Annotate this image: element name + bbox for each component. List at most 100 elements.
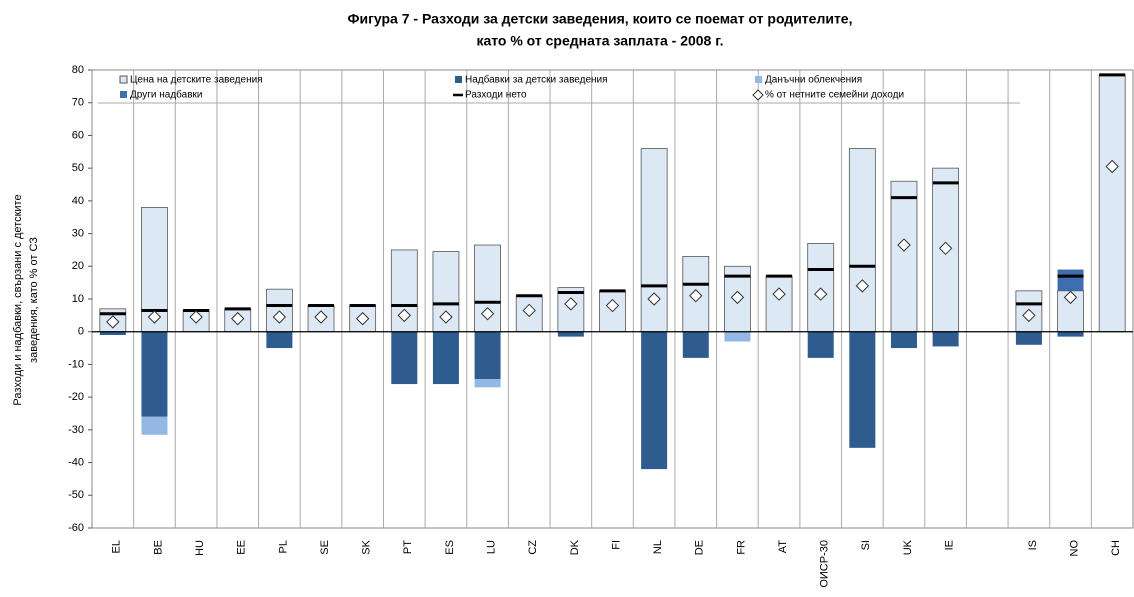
income-share-marker bbox=[689, 289, 703, 303]
bar-segment bbox=[391, 331, 418, 385]
income-share-marker bbox=[439, 310, 453, 324]
x-tick-label: SI bbox=[860, 540, 872, 550]
x-tick-label: EE bbox=[236, 540, 248, 555]
bar-segment bbox=[1015, 290, 1043, 333]
income-share-marker bbox=[647, 292, 661, 306]
legend-label: Данъчни облекчения bbox=[765, 74, 862, 86]
x-tick-label: NL bbox=[652, 540, 664, 554]
y-tick-label: -50 bbox=[68, 489, 84, 501]
income-share-marker bbox=[772, 287, 786, 301]
legend-swatch bbox=[455, 76, 462, 83]
legend-label: Надбавки за детски заведения bbox=[465, 74, 608, 86]
legend-swatch bbox=[755, 76, 762, 83]
income-share-marker bbox=[397, 308, 412, 323]
bar-segment bbox=[724, 331, 751, 342]
x-tick-label: DK bbox=[569, 539, 581, 555]
x-tick-label: BE bbox=[152, 540, 164, 555]
bar-segment bbox=[890, 331, 917, 349]
income-share-marker bbox=[730, 290, 745, 305]
y-tick-label: 0 bbox=[78, 326, 84, 338]
bar-segment bbox=[474, 379, 501, 388]
bar-segment bbox=[765, 275, 793, 333]
income-share-marker bbox=[355, 311, 370, 326]
x-tick-label: LU bbox=[485, 540, 497, 554]
chart-title: Фигура 7 - Разходи за детски заведения, … bbox=[348, 11, 853, 27]
y-tick-label: -20 bbox=[68, 391, 84, 403]
bar-segment bbox=[1015, 331, 1042, 345]
chart-title: като % от средната заплата - 2008 г. bbox=[476, 33, 723, 49]
legend-label: Разходи нето bbox=[465, 90, 527, 101]
bar-segment bbox=[682, 331, 709, 358]
income-share-marker bbox=[605, 298, 620, 313]
x-tick-label: UK bbox=[902, 539, 914, 555]
y-tick-label: 10 bbox=[72, 293, 84, 305]
x-tick-label: ОИСР-30 bbox=[819, 540, 831, 588]
income-share-marker bbox=[106, 315, 120, 329]
y-tick-label: 80 bbox=[72, 64, 84, 76]
x-tick-label: DE bbox=[694, 540, 706, 555]
x-tick-label: CH bbox=[1110, 540, 1122, 556]
x-tick-label: SK bbox=[361, 539, 373, 554]
income-share-marker bbox=[189, 310, 203, 324]
y-axis-label: Разходи и надбавки, свързани с детските bbox=[12, 194, 24, 405]
x-tick-label: PL bbox=[277, 540, 289, 553]
bar-segment bbox=[807, 331, 834, 358]
x-tick-label: IS bbox=[1027, 540, 1039, 550]
bar-segment bbox=[99, 331, 126, 335]
bar-segment bbox=[682, 256, 710, 333]
legend-label: Цена на детските заведения bbox=[130, 75, 263, 86]
x-tick-label: CZ bbox=[527, 540, 539, 555]
x-tick-label: FR bbox=[735, 540, 747, 555]
y-tick-label: 40 bbox=[72, 195, 84, 207]
y-tick-label: 60 bbox=[72, 129, 84, 141]
bar-segment bbox=[266, 331, 293, 349]
income-share-marker bbox=[480, 307, 495, 321]
legend-swatch bbox=[752, 89, 764, 101]
y-tick-label: -40 bbox=[68, 456, 84, 468]
income-share-marker bbox=[314, 310, 328, 324]
income-share-marker bbox=[938, 241, 953, 256]
bar-segment bbox=[141, 416, 168, 435]
income-share-marker bbox=[231, 311, 245, 326]
income-share-marker bbox=[147, 310, 162, 324]
y-tick-label: 70 bbox=[72, 97, 84, 109]
x-tick-label: NO bbox=[1068, 540, 1080, 557]
income-share-marker bbox=[272, 310, 287, 324]
income-share-marker bbox=[1022, 308, 1036, 323]
legend-label: % от нетните семейни доходи bbox=[765, 90, 904, 101]
bar-segment bbox=[1057, 331, 1084, 337]
bar-segment bbox=[141, 331, 168, 417]
x-tick-label: PT bbox=[402, 540, 414, 554]
legend-swatch bbox=[119, 75, 128, 84]
bar-segment bbox=[849, 331, 876, 448]
income-share-marker bbox=[522, 303, 536, 318]
legend-label: Други надбавки bbox=[130, 89, 203, 101]
bar-segment bbox=[641, 331, 668, 470]
x-tick-label: FI bbox=[610, 540, 622, 550]
income-share-marker bbox=[564, 297, 578, 311]
x-tick-label: AT bbox=[777, 540, 789, 554]
bar-segment bbox=[557, 331, 584, 337]
y-axis-label: заведения, като % от СЗ bbox=[28, 237, 40, 363]
x-tick-label: IE bbox=[944, 540, 956, 550]
legend-swatch bbox=[120, 91, 127, 98]
y-tick-label: -30 bbox=[68, 424, 84, 436]
bar-segment bbox=[890, 180, 918, 333]
income-share-marker bbox=[1063, 290, 1078, 305]
bar-segment bbox=[848, 148, 876, 333]
income-share-marker bbox=[1105, 159, 1119, 174]
bar-segment bbox=[1057, 269, 1084, 291]
bar-segment bbox=[932, 331, 959, 347]
income-share-marker bbox=[855, 279, 870, 293]
x-tick-label: SE bbox=[319, 540, 331, 555]
bar-segment bbox=[1098, 74, 1126, 333]
income-share-marker bbox=[897, 238, 911, 252]
bar-segment bbox=[432, 331, 459, 385]
y-tick-label: -60 bbox=[68, 522, 84, 534]
y-tick-label: -10 bbox=[68, 358, 84, 370]
bar-segment bbox=[474, 331, 501, 380]
income-share-marker bbox=[813, 287, 828, 301]
x-tick-label: ES bbox=[444, 540, 456, 555]
y-tick-label: 20 bbox=[72, 260, 84, 272]
